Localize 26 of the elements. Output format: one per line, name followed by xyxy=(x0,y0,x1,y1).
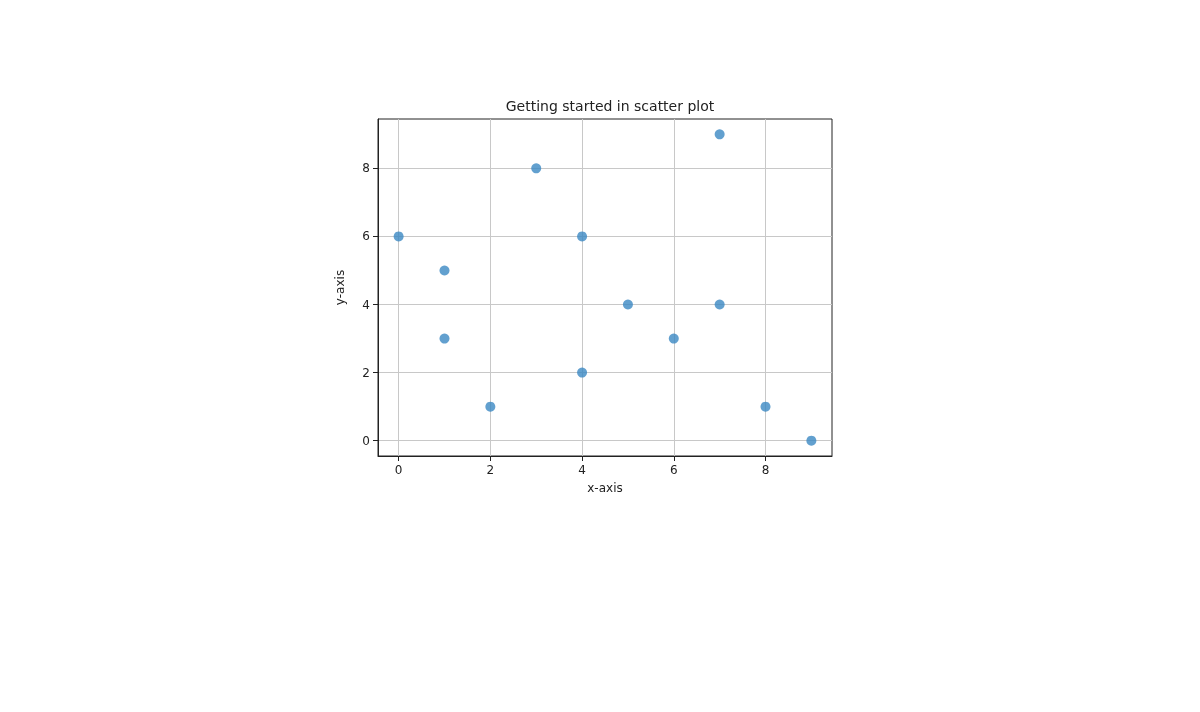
point xyxy=(531,163,542,174)
chart-title: Getting started in scatter plot xyxy=(505,98,715,114)
point xyxy=(393,231,404,242)
x-axis-title: x-axis xyxy=(587,481,623,495)
point xyxy=(439,265,450,276)
x-tick-label: 2 xyxy=(486,463,495,477)
y-tick-label: 8 xyxy=(362,161,370,176)
point xyxy=(714,299,725,310)
point xyxy=(577,231,588,242)
x-tick-label: 4 xyxy=(578,463,586,477)
point xyxy=(622,299,633,310)
point xyxy=(485,401,496,412)
point xyxy=(714,129,725,140)
point xyxy=(668,333,679,344)
x-tick-label: 6 xyxy=(669,463,678,477)
y-tick-label: 6 xyxy=(362,229,370,244)
point xyxy=(577,367,588,378)
point xyxy=(806,435,817,446)
y-tick-label: 2 xyxy=(362,365,370,380)
point xyxy=(439,333,450,344)
point xyxy=(760,401,771,412)
x-tick-label: 8 xyxy=(761,463,770,477)
x-tick-label: 0 xyxy=(394,463,403,477)
y-axis-title: y-axis xyxy=(333,269,347,306)
y-tick-label: 0 xyxy=(362,433,370,448)
y-tick-label: 4 xyxy=(362,297,370,312)
